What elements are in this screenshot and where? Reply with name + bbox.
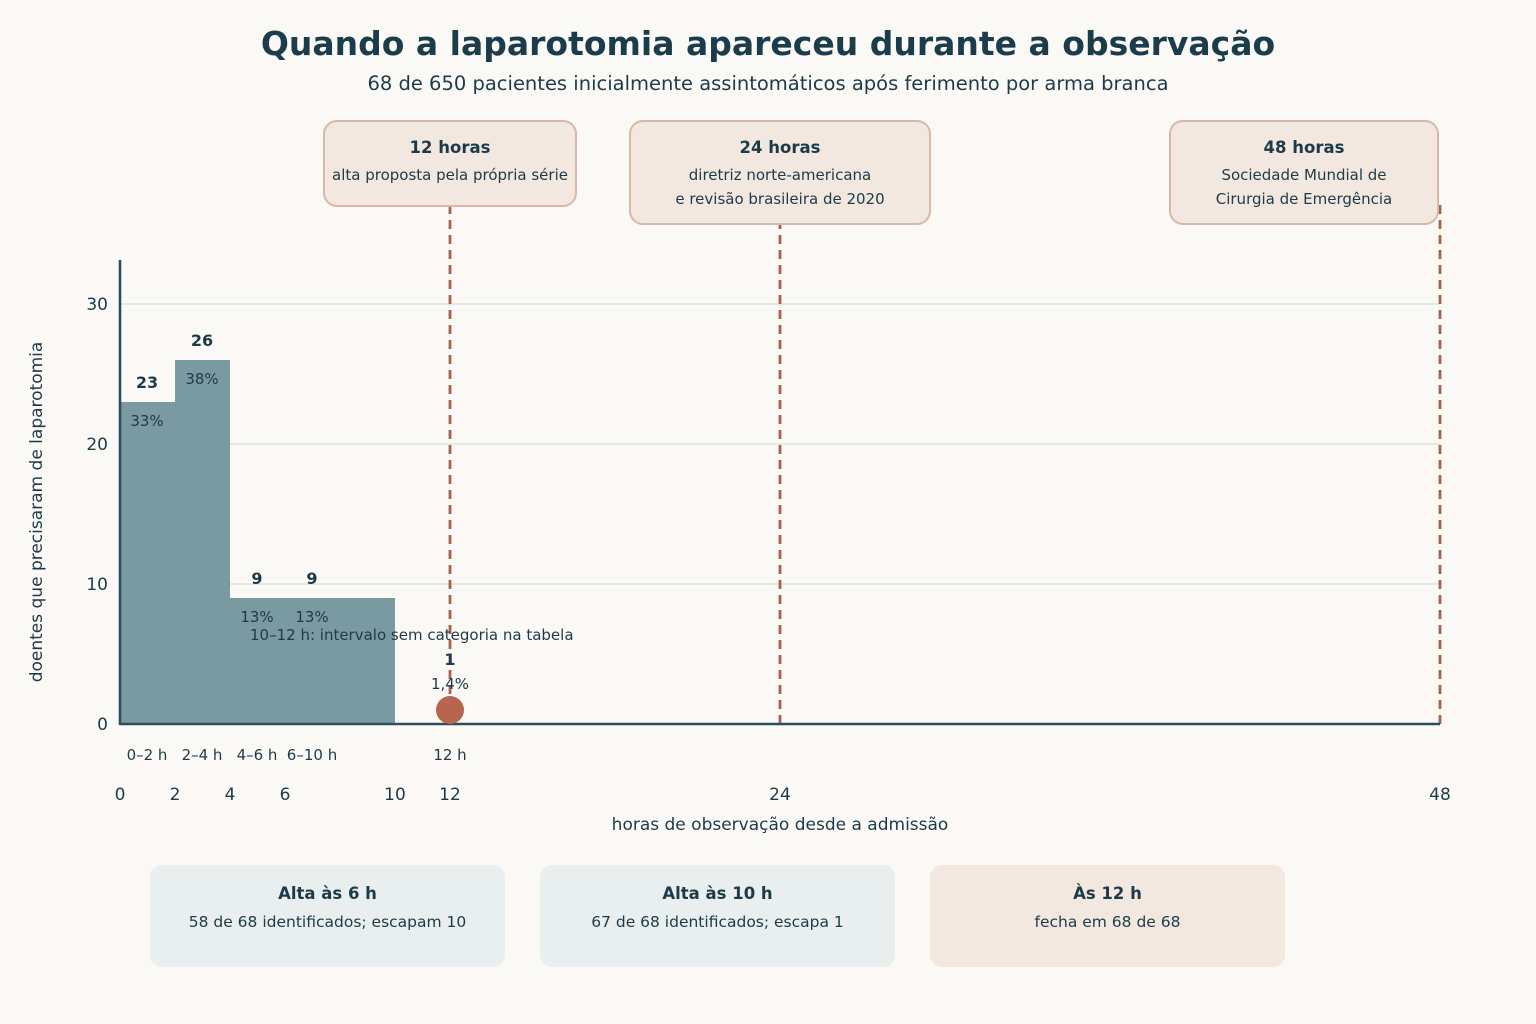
bar-percent-label: 13% xyxy=(240,608,273,626)
summary-card-10h: Alta às 10 h 67 de 68 identificados; esc… xyxy=(540,865,895,967)
callout-24h-title: 24 horas xyxy=(739,138,821,157)
point-percent-label: 1,4% xyxy=(431,675,469,693)
data-labels: 23 33% 26 38% 9 13% 9 13% 1 1,4% xyxy=(130,331,469,724)
bin-label: 6–10 h xyxy=(287,746,337,764)
bar-value-label: 9 xyxy=(306,569,317,588)
summary-card-10h-text: 67 de 68 identificados; escapa 1 xyxy=(591,913,844,931)
callout-48h-line-1: Sociedade Mundial de xyxy=(1221,166,1387,184)
y-axis-label: doentes que precisaram de laparotomia xyxy=(27,342,47,683)
point-bin-label: 12 h xyxy=(433,746,466,764)
bar-percent-label: 38% xyxy=(185,370,218,388)
bin-label: 4–6 h xyxy=(237,746,278,764)
summary-card-6h-title: Alta às 6 h xyxy=(278,884,377,903)
bar-6–10 h xyxy=(285,598,395,724)
bar-value-label: 9 xyxy=(251,569,262,588)
x-tick-label: 4 xyxy=(225,785,236,805)
bar-4–6 h xyxy=(230,598,285,724)
x-tick-label: 48 xyxy=(1429,785,1451,805)
chart-title: Quando a laparotomia apareceu durante a … xyxy=(260,24,1276,63)
callout-48h: 48 horas Sociedade Mundial de Cirurgia d… xyxy=(1169,120,1439,225)
summary-card-6h-text: 58 de 68 identificados; escapam 10 xyxy=(188,913,467,931)
bar-percent-label: 13% xyxy=(295,608,328,626)
x-tick-label: 2 xyxy=(170,785,181,805)
callout-12h-title: 12 horas xyxy=(409,138,491,157)
summary-card-12h-title: Às 12 h xyxy=(1073,884,1142,903)
y-tick-label: 30 xyxy=(86,295,108,315)
x-tick-label: 0 xyxy=(115,785,126,805)
bin-label: 0–2 h xyxy=(127,746,168,764)
chart-subtitle: 68 de 650 pacientes inicialmente assinto… xyxy=(367,72,1169,95)
y-tick-label: 10 xyxy=(86,575,108,595)
bar-2–4 h xyxy=(175,360,230,724)
summary-card-12h: Às 12 h fecha em 68 de 68 xyxy=(930,865,1285,967)
x-axis-label: horas de observação desde a admissão xyxy=(612,815,949,835)
summary-card-12h-text: fecha em 68 de 68 xyxy=(1034,913,1181,931)
callout-24h-line-1: diretriz norte-americana xyxy=(688,166,872,184)
x-tick-label: 6 xyxy=(280,785,291,805)
y-tick-label: 20 xyxy=(86,435,108,455)
callout-48h-title: 48 horas xyxy=(1263,138,1345,157)
summary-card-10h-title: Alta às 10 h xyxy=(662,884,773,903)
callout-12h: 12 horas alta proposta pela própria séri… xyxy=(323,120,577,207)
x-tick-label: 10 xyxy=(384,785,406,805)
bar-0–2 h xyxy=(120,402,175,724)
histogram-bars xyxy=(120,360,395,724)
bar-value-label: 26 xyxy=(191,331,213,350)
callout-12h-line-1: alta proposta pela própria série xyxy=(332,166,568,184)
callout-24h: 24 horas diretriz norte-americana e revi… xyxy=(629,120,931,225)
reference-lines xyxy=(448,205,1442,724)
point-value-label: 1 xyxy=(444,650,455,669)
callout-48h-line-2: Cirurgia de Emergência xyxy=(1215,190,1393,208)
callout-24h-line-2: e revisão brasileira de 2020 xyxy=(675,190,885,208)
point-marker-12 h xyxy=(436,696,464,724)
axes xyxy=(118,260,1440,726)
bar-value-label: 23 xyxy=(136,373,158,392)
bar-percent-label: 33% xyxy=(130,412,163,430)
summary-card-6h: Alta às 6 h 58 de 68 identificados; esca… xyxy=(150,865,505,967)
y-tick-label: 0 xyxy=(97,715,108,735)
x-tick-label: 12 xyxy=(439,785,461,805)
bin-label: 2–4 h xyxy=(182,746,223,764)
x-tick-label: 24 xyxy=(769,785,791,805)
gap-note: 10–12 h: intervalo sem categoria na tabe… xyxy=(250,626,574,644)
